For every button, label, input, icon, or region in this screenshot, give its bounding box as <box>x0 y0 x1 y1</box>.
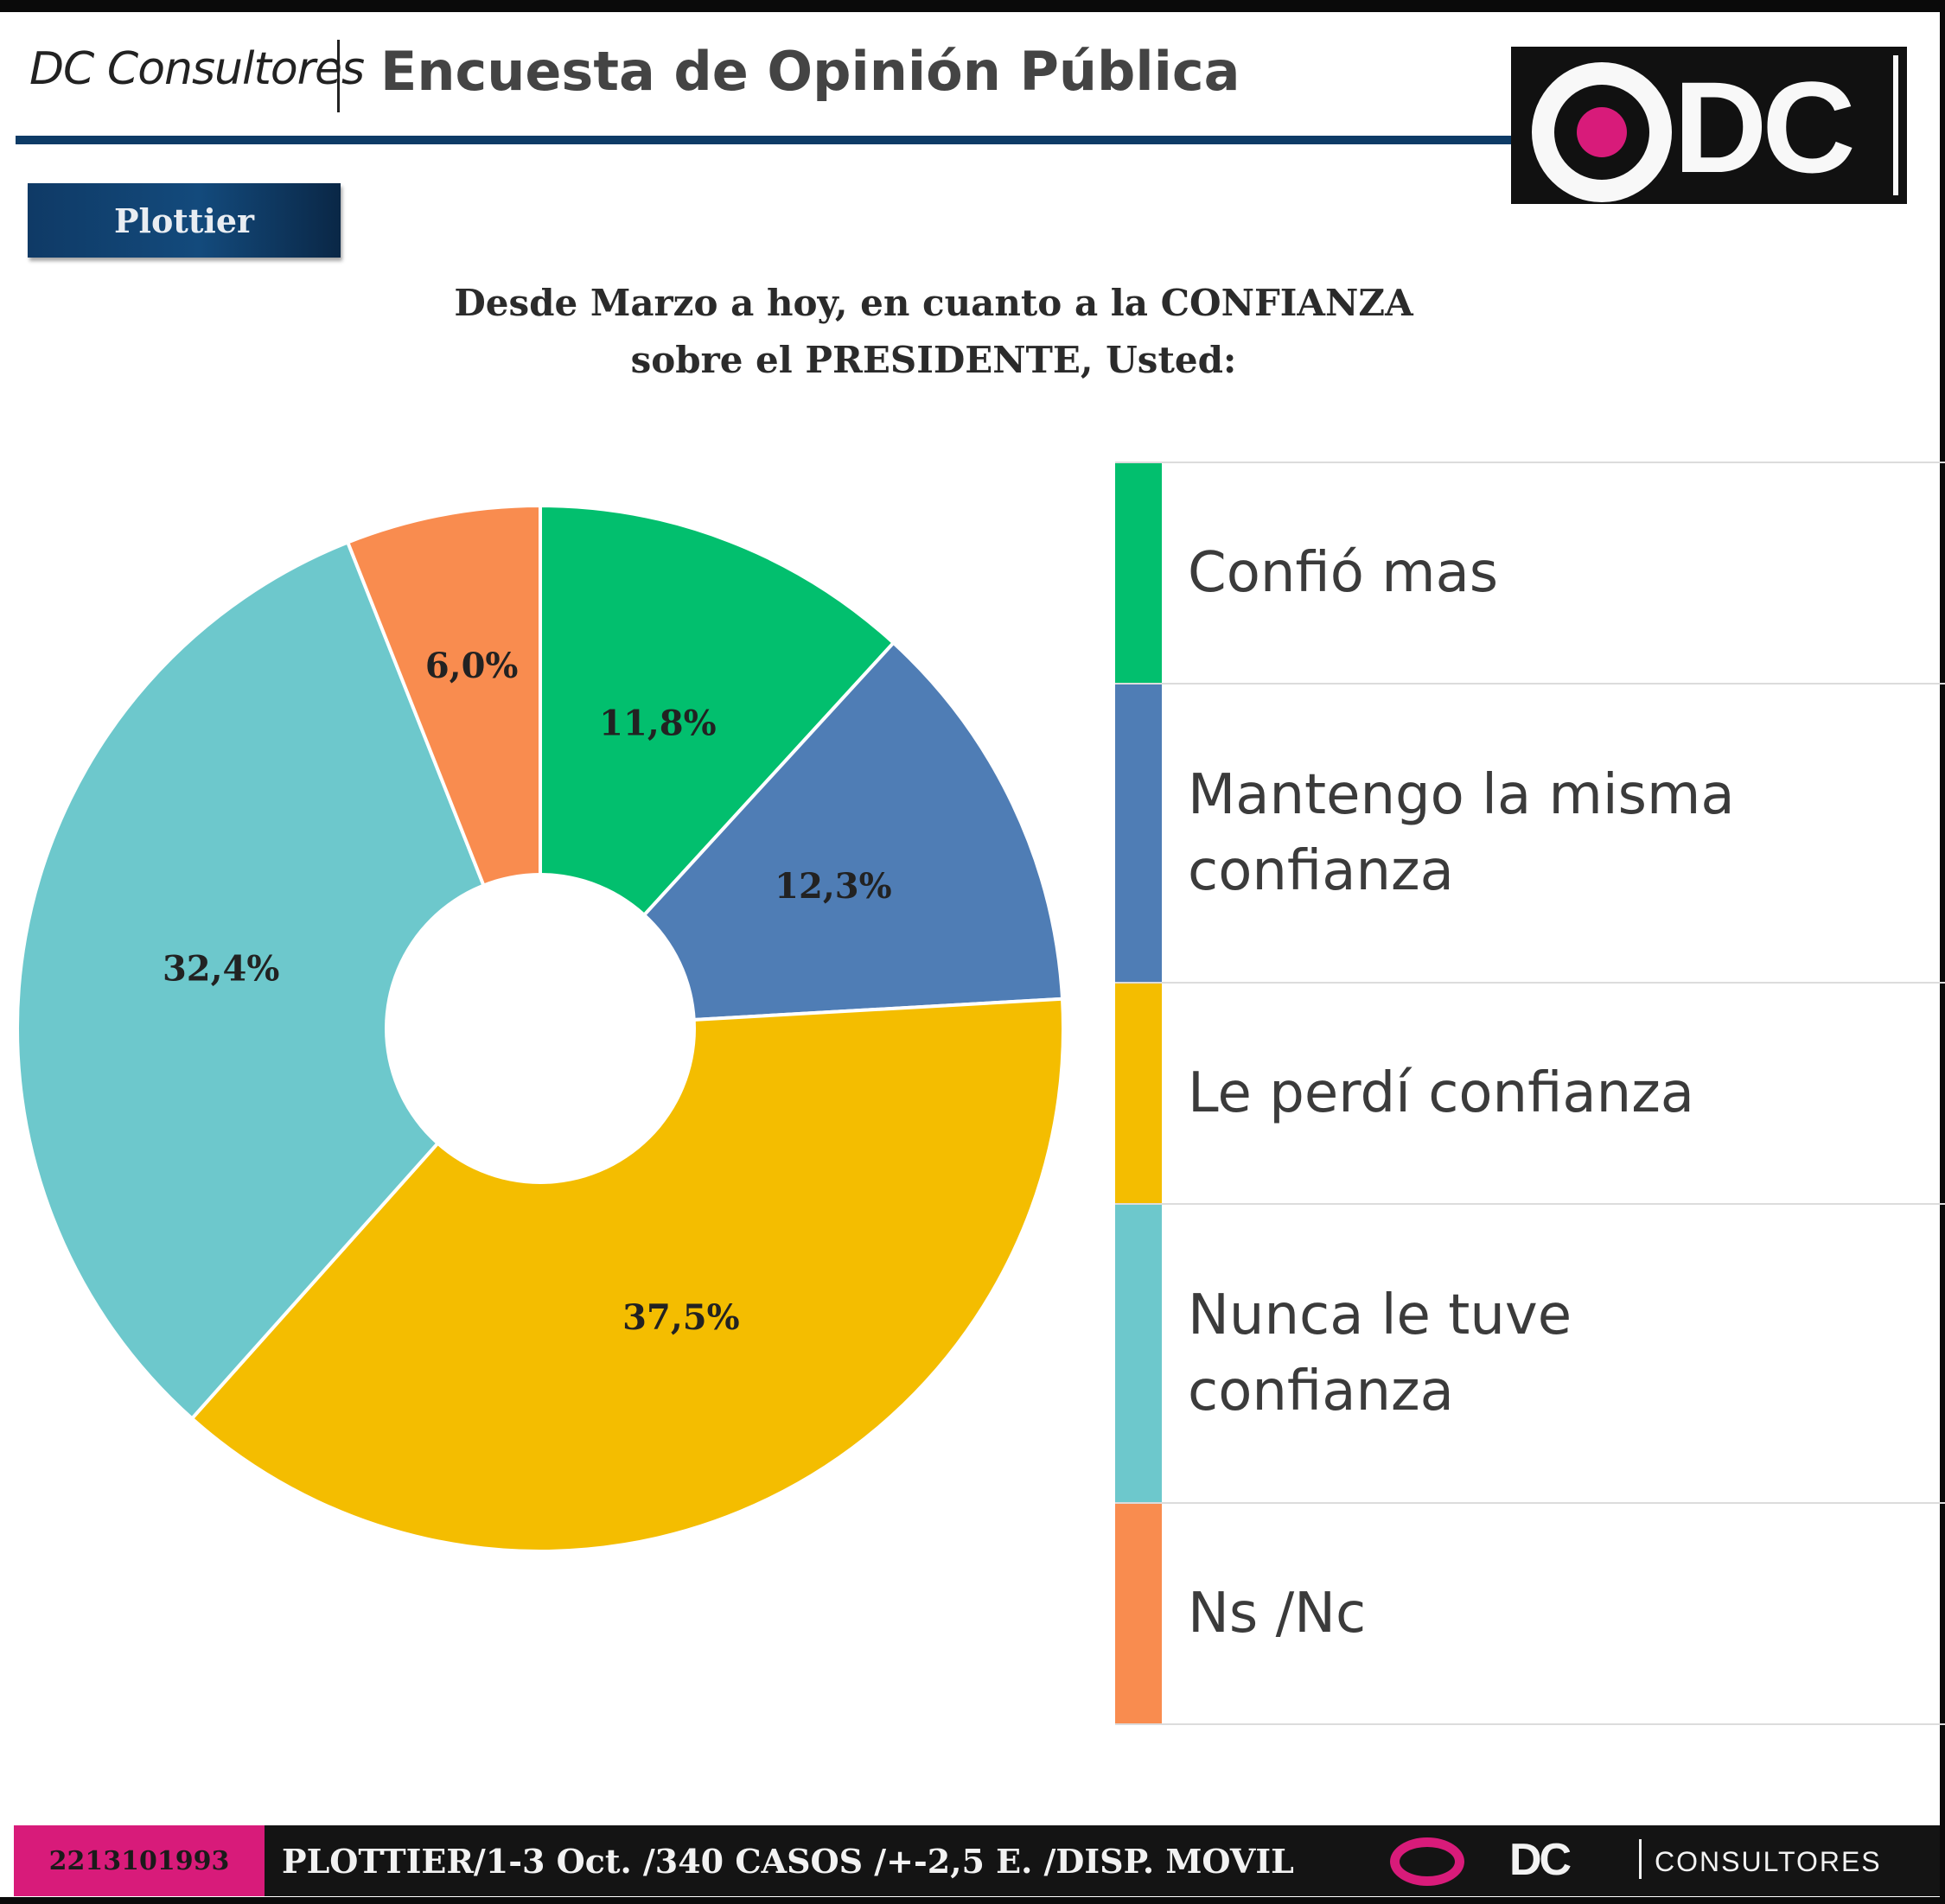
legend-label-line: Le perdí confianza <box>1188 1061 1694 1125</box>
pie-data-label: 32,4% <box>163 948 279 989</box>
legend-swatch <box>1115 685 1162 982</box>
logo-dot-icon <box>1577 107 1627 157</box>
brand-name: DC Consultores <box>29 43 365 95</box>
legend-item-le-perdi: Le perdí confianza <box>1115 982 1945 1203</box>
pie-data-label: 12,3% <box>775 866 891 907</box>
pie-slice <box>189 997 1065 1553</box>
chart-legend: Confió mas Mantengo la misma confianza L… <box>1115 462 1945 1725</box>
legend-label: Ns /Nc <box>1188 1576 1810 1652</box>
legend-label: Confió mas <box>1188 535 1810 611</box>
legend-label-line: confianza <box>1188 839 1454 903</box>
survey-title: Encuesta de Opinión Pública <box>380 40 1240 103</box>
brand-separator <box>337 40 340 112</box>
right-frame-bar <box>1940 0 1945 1904</box>
chart-title-line-1: Desde Marzo a hoy, en cuanto a la CONFIA… <box>454 282 1413 324</box>
footer-logo-separator <box>1639 1839 1642 1879</box>
legend-swatch <box>1115 1504 1162 1723</box>
donut-chart: 11,8% 12,3% 37,5% 32,4% 6,0% <box>16 503 1065 1553</box>
pie-data-label: 37,5% <box>622 1297 739 1338</box>
footer-logo-text: DC <box>1509 1835 1572 1885</box>
footer-logo-ring-icon <box>1390 1837 1464 1886</box>
legend-item-confio-mas: Confió mas <box>1115 462 1945 683</box>
legend-label: Mantengo la misma confianza <box>1188 757 1810 909</box>
chart-title-line-2: sobre el PRESIDENTE, Usted: <box>630 339 1237 381</box>
logo-text: DC <box>1674 54 1856 200</box>
legend-label: Le perdí confianza <box>1188 1055 1810 1131</box>
header-rule <box>16 136 1520 144</box>
legend-item-ns-nc: Ns /Nc <box>1115 1502 1945 1725</box>
legend-label-line: Mantengo la misma <box>1188 763 1735 827</box>
pie-slice <box>536 640 1065 1031</box>
legend-swatch <box>1115 984 1162 1203</box>
pie-data-label: 6,0% <box>425 646 519 686</box>
bottom-frame-bar <box>0 1897 1945 1904</box>
legend-label: Nunca le tuve confianza <box>1188 1277 1810 1430</box>
legend-label-line: confianza <box>1188 1360 1454 1423</box>
pie-data-label: 11,8% <box>599 703 716 743</box>
top-frame-bar <box>0 0 1945 12</box>
location-tab: Plottier <box>28 183 341 258</box>
pie-slice <box>539 503 896 1034</box>
pie-slice <box>16 539 543 1422</box>
chart-title: Desde Marzo a hoy, en cuanto a la CONFIA… <box>259 275 1608 389</box>
legend-label-line: Nunca le tuve <box>1188 1283 1572 1347</box>
legend-label-line: Ns /Nc <box>1188 1582 1367 1646</box>
footer-bar: 2213101993 PLOTTIER/1-3 Oct. /340 CASOS … <box>14 1825 1940 1896</box>
footer-survey-info: PLOTTIER/1-3 Oct. /340 CASOS /+-2,5 E. /… <box>282 1841 1294 1881</box>
footer-phone: 2213101993 <box>14 1825 265 1896</box>
logo-bar <box>1893 55 1898 195</box>
legend-label-line: Confió mas <box>1188 541 1499 605</box>
dc-logo: DC <box>1511 47 1907 204</box>
legend-item-mantengo: Mantengo la misma confianza <box>1115 683 1945 982</box>
legend-swatch <box>1115 463 1162 683</box>
legend-swatch <box>1115 1205 1162 1502</box>
donut-hole <box>385 873 696 1184</box>
legend-item-nunca: Nunca le tuve confianza <box>1115 1203 1945 1502</box>
footer-consultores: CONSULTORES <box>1655 1846 1882 1877</box>
